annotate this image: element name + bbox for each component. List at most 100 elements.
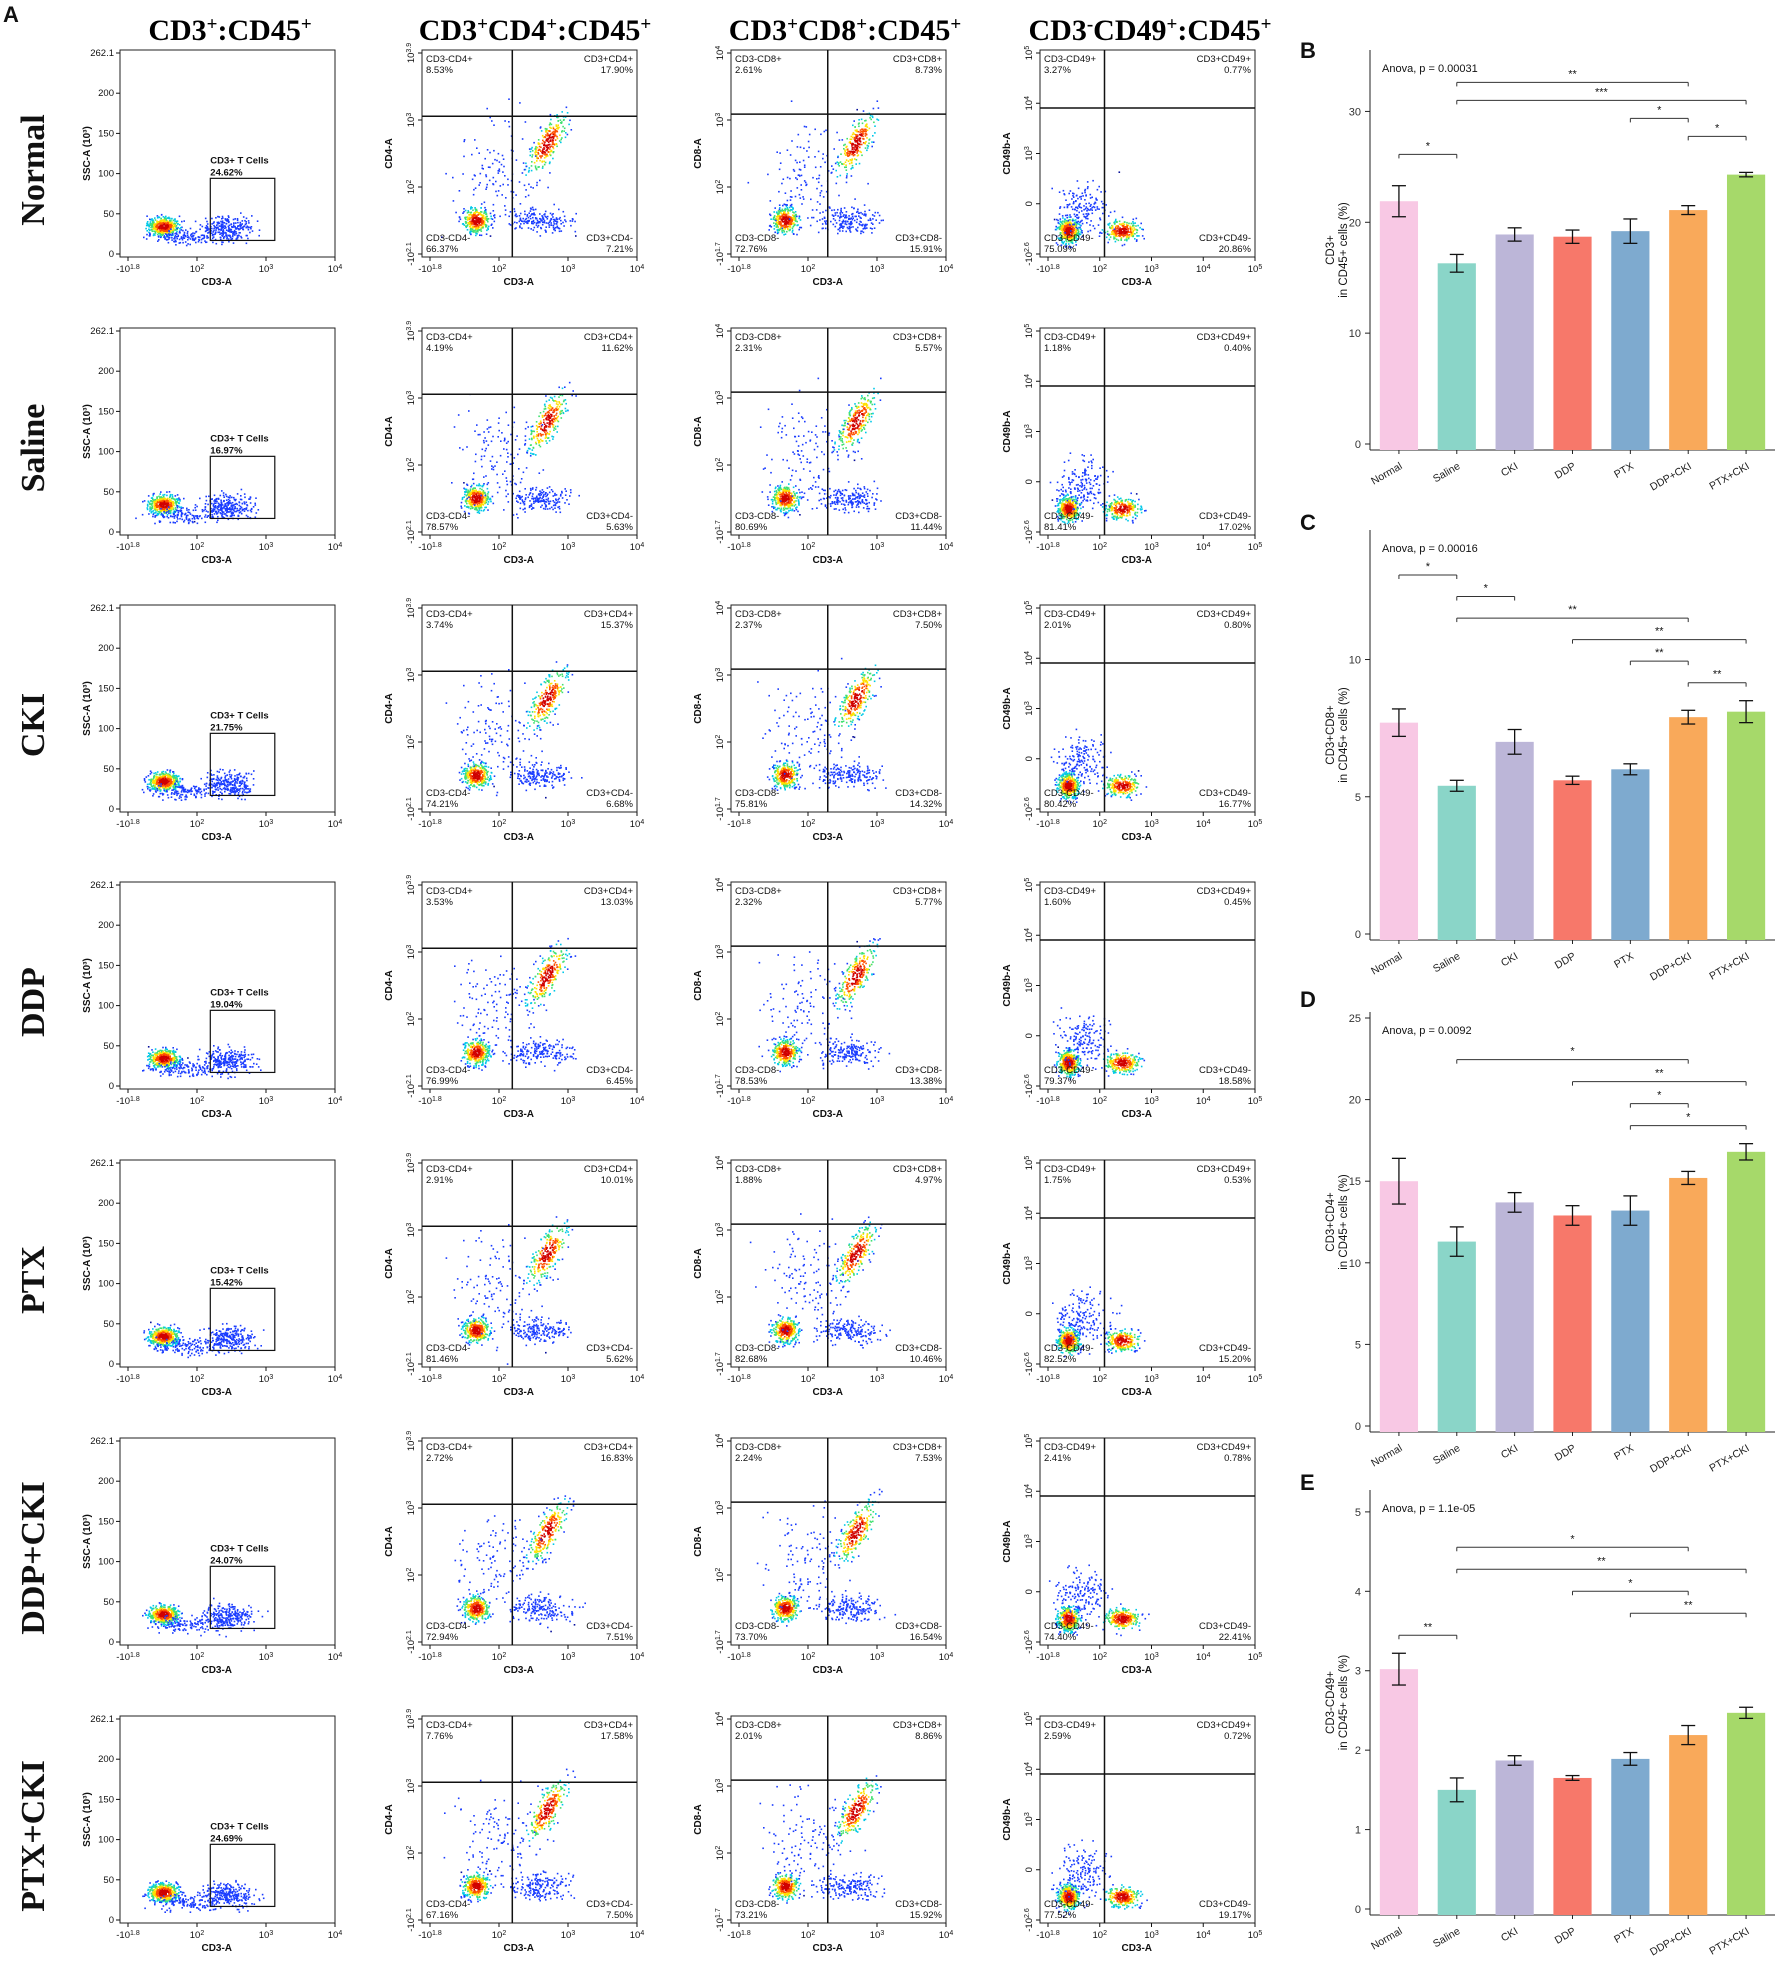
event-dot xyxy=(215,229,217,231)
event-dot xyxy=(152,503,154,505)
event-dot xyxy=(235,499,237,501)
event-dot xyxy=(160,491,162,493)
event-dot xyxy=(248,222,250,224)
event-dot xyxy=(233,515,235,517)
event-dot xyxy=(174,233,176,235)
event-dot xyxy=(234,218,236,220)
event-dot xyxy=(245,224,247,226)
event-dot xyxy=(166,239,168,241)
event-dot xyxy=(203,235,205,237)
event-dot xyxy=(166,219,168,221)
event-dot xyxy=(256,512,258,514)
event-dot xyxy=(250,497,252,499)
event-dot xyxy=(146,230,148,232)
flow-cytometry-grid: CD3+ T Cells24.62%-101.8 102 103 104CD3-A05… xyxy=(82,43,1262,1954)
y-axis-label: SSC-A (10³) xyxy=(82,126,93,181)
event-dot xyxy=(207,223,209,225)
event-dot xyxy=(161,497,163,499)
event-dot xyxy=(153,233,155,235)
event-dot xyxy=(233,242,235,244)
event-dot xyxy=(228,221,230,223)
event-dot xyxy=(254,503,256,505)
event-dot xyxy=(182,239,184,241)
event-dot xyxy=(222,222,224,224)
event-dot xyxy=(170,494,172,496)
event-dot xyxy=(171,237,173,239)
event-dot xyxy=(202,234,204,236)
event-dot xyxy=(155,499,157,501)
event-dot xyxy=(237,227,239,229)
event-dot xyxy=(156,506,158,508)
event-dot xyxy=(195,221,197,223)
event-dot xyxy=(177,494,179,496)
x-tick-label: 102 xyxy=(190,264,205,276)
event-dot xyxy=(206,510,208,512)
event-dot xyxy=(243,216,245,218)
event-dot xyxy=(160,226,162,228)
event-dot xyxy=(153,499,155,501)
event-dot xyxy=(237,508,239,510)
event-dot xyxy=(171,222,173,224)
event-dot xyxy=(240,495,242,497)
event-dot xyxy=(178,502,180,504)
event-dot xyxy=(201,239,203,241)
event-dot xyxy=(169,511,171,513)
event-dot xyxy=(237,218,239,220)
event-dot xyxy=(168,503,170,505)
event-dot xyxy=(164,494,166,496)
event-dot xyxy=(222,516,224,518)
event-dot xyxy=(233,223,235,225)
x-tick-label: 103 xyxy=(259,264,274,276)
event-dot xyxy=(149,219,151,221)
event-dot xyxy=(240,212,242,214)
event-dot xyxy=(232,238,234,240)
event-dot xyxy=(211,218,213,220)
event-dot xyxy=(163,216,165,218)
event-dot xyxy=(169,218,171,220)
event-dot xyxy=(160,227,162,229)
panel-label-A: A xyxy=(3,2,19,27)
event-dot xyxy=(160,218,162,220)
event-dot xyxy=(160,510,162,512)
event-dot xyxy=(190,234,192,236)
y-tick-label: 150 xyxy=(98,128,114,139)
event-dot xyxy=(154,503,156,505)
event-dot xyxy=(248,226,250,228)
event-dot xyxy=(176,228,178,230)
event-dot xyxy=(248,229,250,231)
event-dot xyxy=(228,227,230,229)
event-dot xyxy=(166,225,168,227)
event-dot xyxy=(174,229,176,231)
event-dot xyxy=(169,495,171,497)
event-dot xyxy=(169,235,171,237)
event-dot xyxy=(168,238,170,240)
event-dot xyxy=(169,500,171,502)
event-dot xyxy=(217,232,219,234)
event-dot xyxy=(163,223,165,225)
event-dot xyxy=(155,511,157,513)
column-header: CD3+CD4+:CD45+ xyxy=(419,14,652,48)
event-dot xyxy=(157,240,159,242)
event-dot xyxy=(219,231,221,233)
event-dot xyxy=(156,496,158,498)
event-dot xyxy=(176,238,178,240)
event-dot xyxy=(200,224,202,226)
event-dot xyxy=(240,222,242,224)
event-dot xyxy=(159,217,161,219)
event-dot xyxy=(222,220,224,222)
event-dot xyxy=(190,238,192,240)
event-dot xyxy=(181,238,183,240)
event-dot xyxy=(175,244,177,246)
event-dot xyxy=(213,230,215,232)
event-dot xyxy=(172,507,174,509)
event-dot xyxy=(244,497,246,499)
column-header: CD3+CD8+:CD45+ xyxy=(729,14,962,48)
event-dot xyxy=(259,229,261,231)
event-dot xyxy=(234,231,236,233)
event-dot xyxy=(152,230,154,232)
event-dot xyxy=(156,509,158,511)
event-dot xyxy=(143,237,145,239)
event-dot xyxy=(183,235,185,237)
event-dot xyxy=(225,494,227,496)
event-dot xyxy=(181,236,183,238)
